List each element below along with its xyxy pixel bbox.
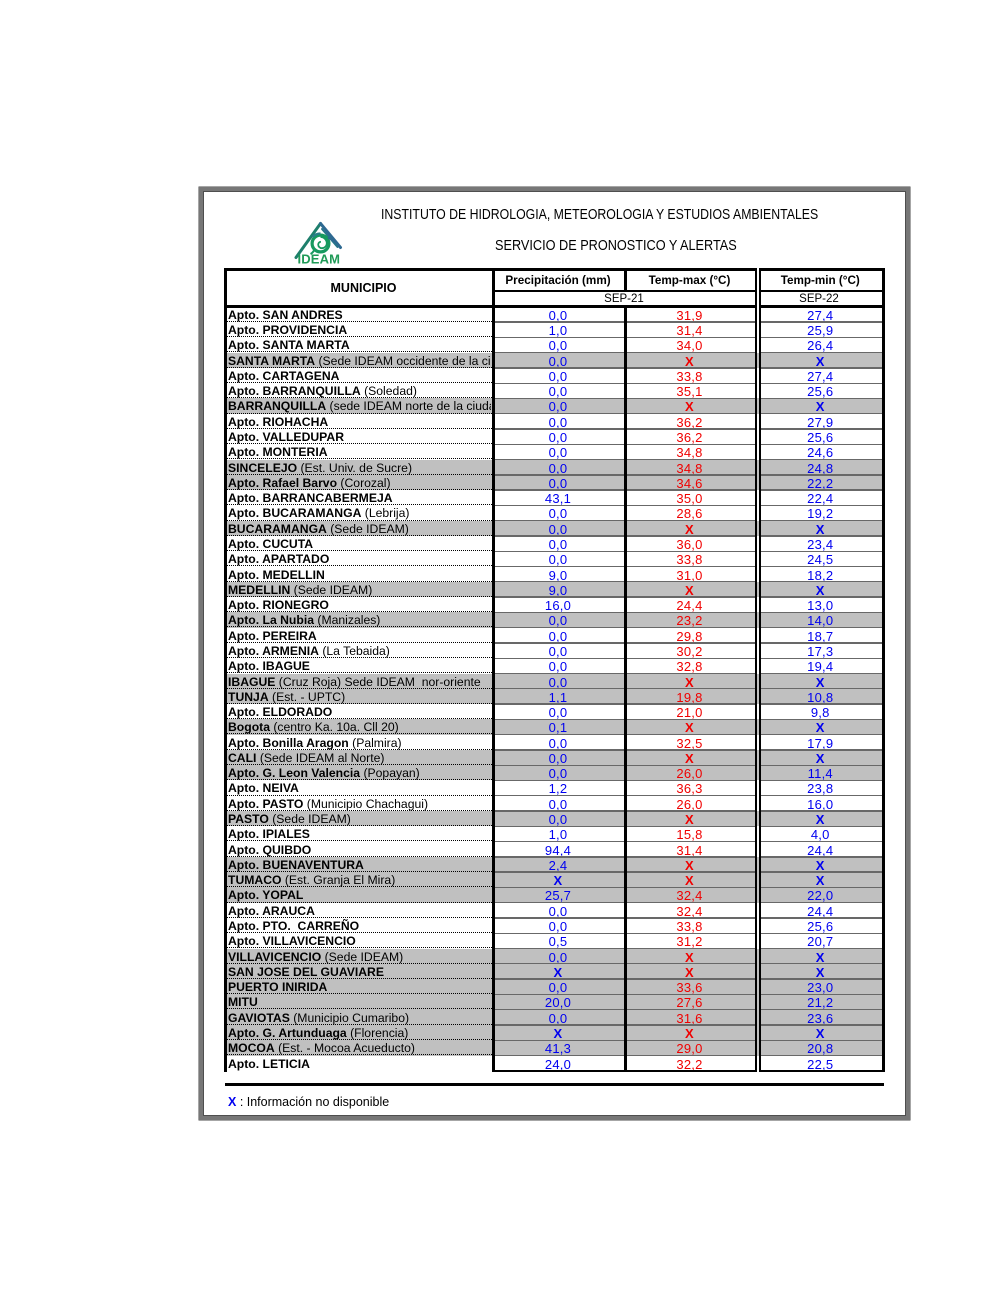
svg-text:IDEAM: IDEAM [298,252,341,266]
